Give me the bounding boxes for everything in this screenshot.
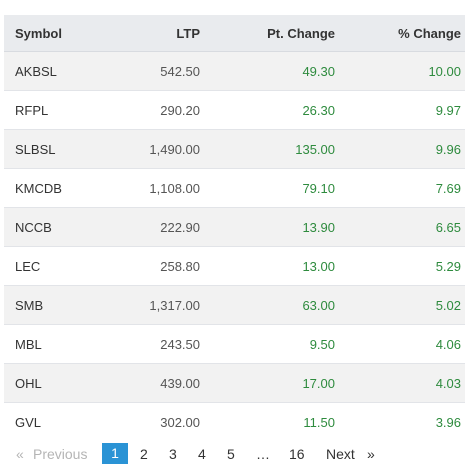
pagination-ellipsis: …: [256, 446, 270, 462]
pt-change-cell: 13.90: [206, 207, 339, 247]
pct-change-cell: 9.96: [339, 129, 465, 169]
page-5-button[interactable]: 5: [227, 446, 235, 462]
symbol-cell[interactable]: OHL: [4, 363, 106, 403]
next-page-button[interactable]: Next: [326, 446, 355, 462]
pt-change-cell: 13.00: [206, 246, 339, 286]
page-16-button[interactable]: 16: [289, 446, 305, 462]
pct-change-cell: 4.06: [339, 324, 465, 364]
symbol-cell[interactable]: KMCDB: [4, 168, 106, 208]
pct-change-cell: 10.00: [339, 51, 465, 91]
ltp-cell: 1,317.00: [106, 285, 206, 325]
ltp-cell: 302.00: [106, 402, 206, 441]
ltp-cell: 258.80: [106, 246, 206, 286]
table-row: SLBSL 1,490.00 135.00 9.96: [4, 129, 465, 169]
pt-change-cell: 26.30: [206, 90, 339, 130]
symbol-cell[interactable]: AKBSL: [4, 51, 106, 91]
pct-change-cell: 6.65: [339, 207, 465, 247]
pct-change-cell: 4.03: [339, 363, 465, 403]
previous-arrow-icon: «: [16, 446, 24, 462]
column-header-pt-change[interactable]: Pt. Change: [206, 15, 339, 52]
pt-change-cell: 135.00: [206, 129, 339, 169]
table-row: MBL 243.50 9.50 4.06: [4, 324, 465, 364]
ltp-cell: 439.00: [106, 363, 206, 403]
table-row: NCCB 222.90 13.90 6.65: [4, 207, 465, 247]
symbol-cell[interactable]: SLBSL: [4, 129, 106, 169]
column-header-pct-change[interactable]: % Change: [339, 15, 465, 52]
symbol-cell[interactable]: SMB: [4, 285, 106, 325]
table-row: LEC 258.80 13.00 5.29: [4, 246, 465, 286]
page-3-button[interactable]: 3: [169, 446, 177, 462]
table-row: RFPL 290.20 26.30 9.97: [4, 90, 465, 130]
table-row: KMCDB 1,108.00 79.10 7.69: [4, 168, 465, 208]
pt-change-cell: 49.30: [206, 51, 339, 91]
ltp-cell: 1,490.00: [106, 129, 206, 169]
table-header-row: Symbol LTP Pt. Change % Change: [4, 15, 465, 52]
page-2-button[interactable]: 2: [140, 446, 148, 462]
ltp-cell: 1,108.00: [106, 168, 206, 208]
page-1-button[interactable]: 1: [102, 443, 128, 464]
symbol-cell[interactable]: NCCB: [4, 207, 106, 247]
pt-change-cell: 63.00: [206, 285, 339, 325]
pt-change-cell: 11.50: [206, 402, 339, 441]
table-row: OHL 439.00 17.00 4.03: [4, 363, 465, 403]
ltp-cell: 290.20: [106, 90, 206, 130]
pct-change-cell: 5.02: [339, 285, 465, 325]
symbol-cell[interactable]: GVL: [4, 402, 106, 441]
ltp-cell: 243.50: [106, 324, 206, 364]
pagination: « Previous 1 2 3 4 5 … 16 Next »: [0, 440, 466, 466]
page-4-button[interactable]: 4: [198, 446, 206, 462]
table-row: AKBSL 542.50 49.30 10.00: [4, 51, 465, 91]
ltp-cell: 542.50: [106, 51, 206, 91]
pct-change-cell: 9.97: [339, 90, 465, 130]
table-row: SMB 1,317.00 63.00 5.02: [4, 285, 465, 325]
previous-page-button[interactable]: Previous: [33, 446, 88, 462]
gainers-table: Symbol LTP Pt. Change % Change AKBSL 542…: [4, 15, 465, 441]
pt-change-cell: 9.50: [206, 324, 339, 364]
ltp-cell: 222.90: [106, 207, 206, 247]
pct-change-cell: 3.96: [339, 402, 465, 441]
symbol-cell[interactable]: MBL: [4, 324, 106, 364]
next-arrow-icon: »: [367, 446, 375, 462]
symbol-cell[interactable]: RFPL: [4, 90, 106, 130]
symbol-cell[interactable]: LEC: [4, 246, 106, 286]
pct-change-cell: 5.29: [339, 246, 465, 286]
column-header-ltp[interactable]: LTP: [106, 15, 206, 52]
pct-change-cell: 7.69: [339, 168, 465, 208]
pt-change-cell: 17.00: [206, 363, 339, 403]
pt-change-cell: 79.10: [206, 168, 339, 208]
column-header-symbol[interactable]: Symbol: [4, 15, 106, 52]
table-row: GVL 302.00 11.50 3.96: [4, 402, 465, 441]
